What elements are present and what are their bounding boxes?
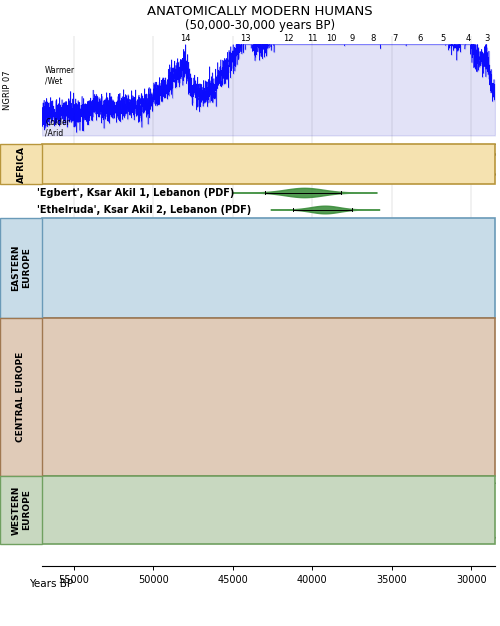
Text: (50,000-30,000 years BP): (50,000-30,000 years BP) [185, 19, 335, 32]
Text: 11: 11 [307, 34, 318, 43]
Text: 4: 4 [466, 34, 470, 43]
Text: Mladeč 25c, Czech Republic (VERA-2736): Mladeč 25c, Czech Republic (VERA-2736) [37, 404, 210, 414]
Text: Cioclovina 1, Romania (LuA-5229): Cioclovina 1, Romania (LuA-5229) [37, 381, 179, 389]
Text: 'Egbert', Ksar Akil 1, Lebanon (PDF): 'Egbert', Ksar Akil 1, Lebanon (PDF) [37, 188, 234, 197]
Text: Mladeč 9 (VERA-3076A): Mladeč 9 (VERA-3076A) [37, 417, 136, 426]
Text: Buran-Kaya III  (GrA-37938): Buran-Kaya III (GrA-37938) [37, 295, 154, 304]
Text: 5: 5 [440, 34, 445, 43]
Text: 7: 7 [392, 34, 398, 43]
Text: Pokrovka, Russia (OxA-19850): Pokrovka, Russia (OxA-19850) [37, 270, 164, 279]
Text: 6: 6 [418, 34, 423, 43]
Text: Peştera Muierii 1 (OxA-15529): Peştera Muierii 1 (OxA-15529) [37, 356, 164, 365]
Text: Peştera Muierii 1, Romania (LuA-5228): Peştera Muierii 1, Romania (LuA-5228) [37, 344, 198, 353]
Text: Paviland 1, UK (OxA-16413): Paviland 1, UK (OxA-16413) [37, 492, 154, 501]
Text: ANATOMICALLY MODERN HUMANS: ANATOMICALLY MODERN HUMANS [147, 5, 373, 18]
Text: Cussac 1, France (Beta-156643): Cussac 1, France (Beta-156643) [37, 533, 172, 541]
Text: Colder
/Arid: Colder /Arid [45, 118, 70, 138]
Text: 9: 9 [350, 34, 354, 43]
Text: La Crouzade, France (ERL-9415): La Crouzade, France (ERL-9415) [37, 519, 172, 528]
Text: 8: 8 [370, 34, 376, 43]
Text: Mladeč 8 (VERA-3075): Mladeč 8 (VERA-3075) [37, 441, 130, 450]
Text: 14: 14 [180, 34, 190, 43]
Text: Buran-Kaya III, Ukraine (OxA-13302): Buran-Kaya III, Ukraine (OxA-13302) [37, 282, 190, 291]
Text: 'Ethelruda', Ksar Akil 2, Lebanon (PDF): 'Ethelruda', Ksar Akil 2, Lebanon (PDF) [37, 205, 252, 215]
Text: Kostenki I (OxA-15055): Kostenki I (OxA-15055) [37, 232, 134, 241]
Text: Kent's Cavern 4, UK (OxA-1621): Kent's Cavern 4, UK (OxA-1621) [37, 478, 170, 487]
Text: Hofmeyr, S. Africa: Hofmeyr, S. Africa [37, 170, 119, 178]
Text: EASTERN
EUROPE: EASTERN EUROPE [12, 245, 30, 291]
Text: Peştera Muierii 2 (OxA-16252): Peştera Muierii 2 (OxA-16252) [37, 368, 164, 377]
Text: Oblazawa Cave, Poland (OxA-4586): Oblazawa Cave, Poland (OxA-4586) [37, 307, 186, 316]
Text: Peştera cu Oase 1, Romania (GrA-22810/OxA-11711): Peştera cu Oase 1, Romania (GrA-22810/Ox… [37, 320, 259, 329]
Text: WESTERN
EUROPE: WESTERN EUROPE [12, 485, 30, 535]
Text: CENTRAL EUROPE: CENTRAL EUROPE [16, 352, 26, 442]
Text: Warmer
/Wet: Warmer /Wet [45, 66, 76, 86]
Text: 12: 12 [283, 34, 294, 43]
Text: Cioclovina 1 (OxA-15527): Cioclovina 1 (OxA-15527) [37, 393, 144, 401]
Text: Sungir 3 (OxA-X-2395-7): Sungir 3 (OxA-X-2395-7) [37, 257, 140, 266]
Text: NGRIP 07: NGRIP 07 [2, 70, 12, 110]
Text: Kostenki XIV, Russia (OxA-X-2395-15): Kostenki XIV, Russia (OxA-X-2395-15) [37, 220, 194, 228]
Text: Mladeč 9 (VERA-3076B): Mladeč 9 (VERA-3076B) [37, 429, 136, 438]
Text: 3: 3 [484, 34, 490, 43]
Text: Paviland 1 (OxA-16142): Paviland 1 (OxA-16142) [37, 506, 136, 515]
Text: Mladeč 2 (VERA-3074): Mladeč 2 (VERA-3074) [37, 465, 130, 475]
Text: Sungir 2, Russia (OxA-X-2395-6): Sungir 2, Russia (OxA-X-2395-6) [37, 245, 172, 254]
Text: Nazlet Khater, Egypt: Nazlet Khater, Egypt [37, 150, 131, 158]
Text: 13: 13 [240, 34, 251, 43]
Text: Mladeč 1 (VERA-3073): Mladeč 1 (VERA-3073) [37, 453, 130, 462]
Text: Years BP: Years BP [30, 579, 74, 589]
Text: AFRICA: AFRICA [16, 145, 26, 183]
Text: Peştera cu Oase 2 (GrA-24398): Peştera cu Oase 2 (GrA-24398) [37, 332, 168, 341]
Text: 10: 10 [326, 34, 336, 43]
